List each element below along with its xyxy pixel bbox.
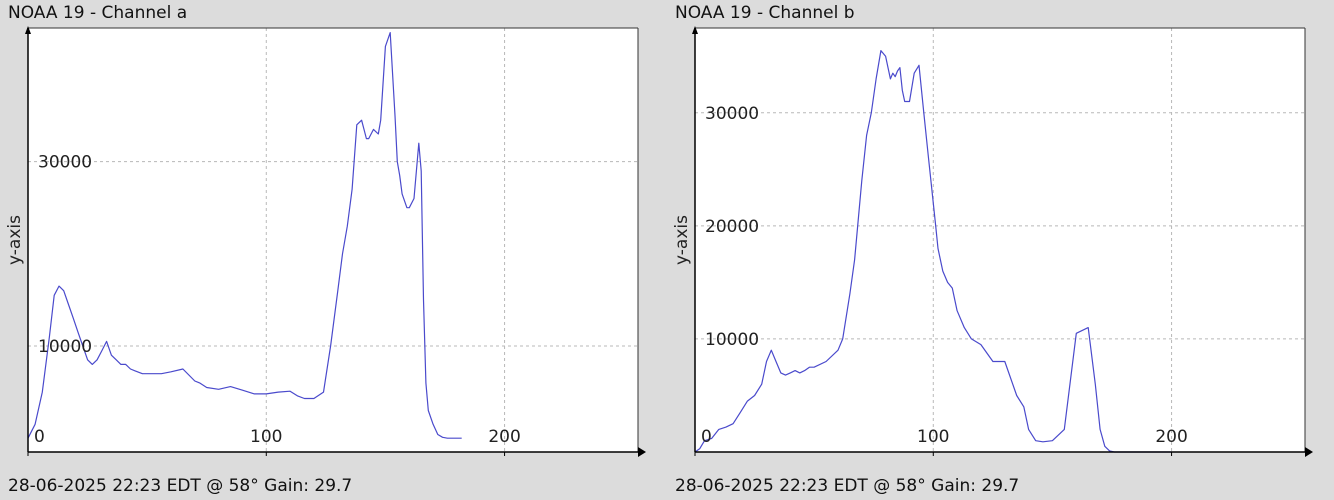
x-tick-label: 200	[1155, 427, 1187, 447]
x-axis-arrow	[638, 447, 646, 457]
chart-panel-a: NOAA 19 - Channel a 0 100 200 10000 30000 y-a…	[5, 3, 646, 496]
x-tick-label: 100	[917, 427, 949, 447]
y-tick-label: 30000	[705, 104, 759, 124]
chart-footer: 28-06-2025 22:23 EDT @ 58° Gain: 29.7	[675, 476, 1020, 496]
plot-area: 0 100 200 10000 20000 30000 y-axis	[672, 26, 1313, 457]
y-axis-label: y-axis	[672, 215, 692, 265]
y-tick-label: 20000	[705, 217, 759, 237]
x-tick-label: 200	[488, 427, 520, 447]
chart-footer: 28-06-2025 22:23 EDT @ 58° Gain: 29.7	[8, 476, 353, 496]
y-tick-label: 10000	[38, 337, 92, 357]
y-tick-label: 30000	[38, 153, 92, 173]
y-tick-label: 10000	[705, 330, 759, 350]
plot-background	[28, 28, 638, 452]
y-axis-arrow	[692, 26, 698, 34]
chart-title: NOAA 19 - Channel b	[675, 3, 855, 23]
series-line	[27, 31, 462, 439]
chart-title: NOAA 19 - Channel a	[8, 3, 188, 23]
x-tick-label: 100	[250, 427, 282, 447]
y-axis-arrow	[25, 26, 31, 34]
plot-background	[695, 28, 1305, 452]
y-axis-label: y-axis	[5, 215, 25, 265]
x-tick-label: 0	[34, 427, 45, 447]
chart-panel-b: NOAA 19 - Channel b 0 100 200 10000 20000 300…	[667, 0, 1334, 500]
series-line	[694, 49, 1172, 453]
x-tick-label: 0	[701, 427, 712, 447]
plot-area: 0 100 200 10000 30000 y-axis	[5, 26, 646, 457]
x-axis-arrow	[1305, 447, 1313, 457]
